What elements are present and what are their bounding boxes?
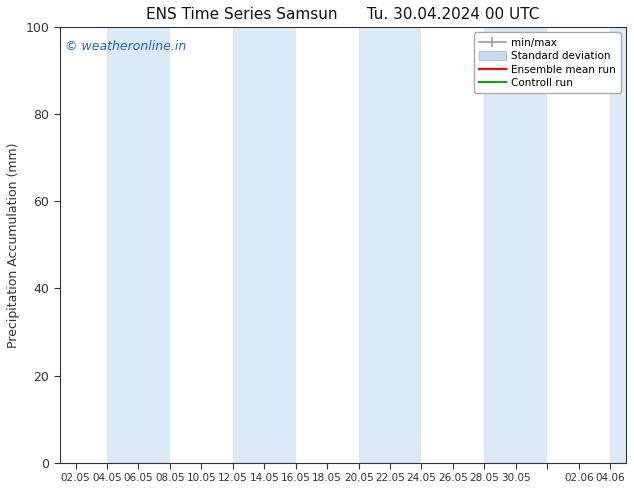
Text: © weatheronline.in: © weatheronline.in [65, 40, 186, 53]
Bar [233, 27, 295, 463]
Legend: min/max, Standard deviation, Ensemble mean run, Controll run: min/max, Standard deviation, Ensemble me… [474, 32, 621, 93]
Bar [107, 27, 170, 463]
Title: ENS Time Series Samsun      Tu. 30.04.2024 00 UTC: ENS Time Series Samsun Tu. 30.04.2024 00… [146, 7, 540, 22]
Bar [484, 27, 547, 463]
Y-axis label: Precipitation Accumulation (mm): Precipitation Accumulation (mm) [7, 142, 20, 348]
Bar [359, 27, 422, 463]
Bar [610, 27, 626, 463]
